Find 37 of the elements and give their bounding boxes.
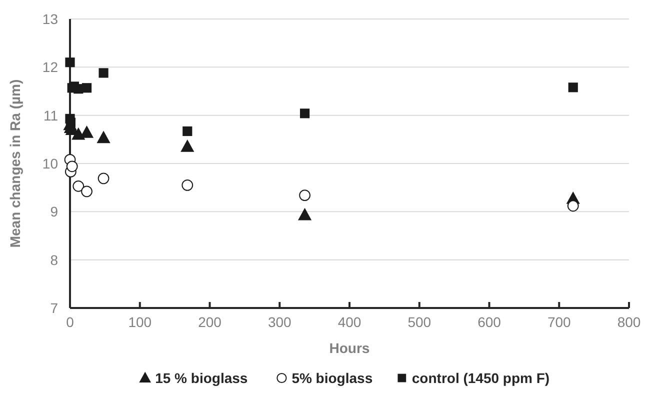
point [82,83,92,93]
x-tick-label: 200 [198,314,222,330]
point [98,68,108,78]
y-tick-label: 10 [42,156,58,172]
point [300,108,310,118]
y-tick-label: 13 [42,11,58,27]
point [180,139,194,152]
point [81,186,92,198]
x-tick-label: 500 [408,314,432,330]
x-tick-label: 0 [66,314,74,330]
y-tick-label: 12 [42,59,58,76]
x-tick-label: 300 [268,314,292,330]
point [98,172,110,184]
legend-label: 5% bioglass [292,370,373,386]
legend-label: control (1450 ppm F) [412,370,550,386]
point [298,208,312,220]
x-tick-label: 700 [547,314,572,330]
y-tick-label: 7 [50,300,58,316]
point [72,180,84,192]
point [568,82,578,92]
point [65,58,75,68]
point [66,160,78,172]
y-tick-label: 8 [50,252,58,268]
x-tick-label: 400 [338,314,362,330]
point [299,190,310,201]
y-tick-label: 11 [43,107,58,124]
point [182,179,194,191]
y-tick-label: 9 [50,204,58,220]
y-axis-title: Mean changes in Ra (µm) [7,79,23,248]
point [567,200,579,212]
x-axis-title: Hours [329,340,370,356]
x-tick-label: 600 [478,314,502,330]
x-tick-label: 100 [128,314,152,330]
x-tick-label: 800 [617,314,641,330]
point [182,126,192,136]
point [96,130,110,144]
legend-label: 15 % bioglass [155,370,248,386]
